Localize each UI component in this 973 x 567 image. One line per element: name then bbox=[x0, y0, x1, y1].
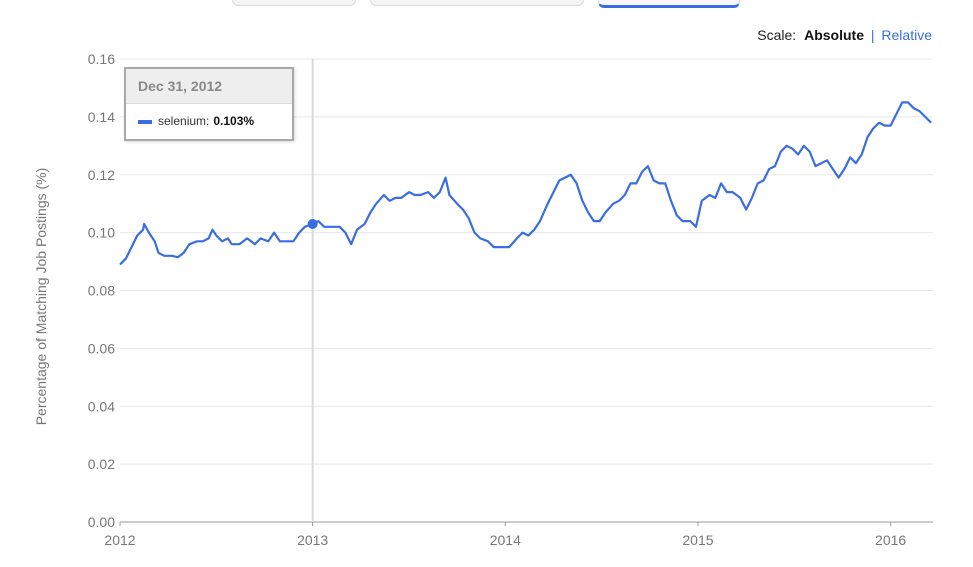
y-tick-label: 0.06 bbox=[88, 340, 115, 356]
x-tick-label: 2015 bbox=[682, 532, 713, 548]
tooltip-value: 0.103% bbox=[213, 114, 255, 128]
scale-label: Scale: bbox=[757, 27, 797, 43]
scale-separator: | bbox=[870, 27, 875, 43]
highlight-point bbox=[307, 218, 318, 229]
y-tick-label: 0.12 bbox=[88, 167, 115, 183]
y-tick-label: 0.14 bbox=[88, 109, 115, 125]
scale-relative-link[interactable]: Relative bbox=[881, 27, 932, 43]
y-tick-label: 0.02 bbox=[88, 456, 115, 472]
scale-absolute-option[interactable]: Absolute bbox=[804, 27, 864, 43]
series-line-selenium bbox=[119, 101, 932, 266]
series-swatch-icon bbox=[138, 119, 152, 124]
x-tick-label: 2016 bbox=[875, 532, 906, 548]
scale-selector: Scale: Absolute | Relative bbox=[757, 27, 932, 43]
x-tick-label: 2014 bbox=[490, 532, 521, 548]
y-tick-label: 0.16 bbox=[88, 51, 115, 67]
tooltip-colon: : bbox=[206, 114, 210, 128]
x-tick-label: 2012 bbox=[104, 532, 135, 548]
tooltip-series-name: selenium bbox=[158, 114, 207, 128]
tooltip-row: selenium: 0.103% bbox=[126, 104, 292, 138]
y-tick-label: 0.04 bbox=[88, 398, 115, 414]
y-axis-label: Percentage of Matching Job Postings (%) bbox=[33, 168, 49, 426]
chart-tooltip: Dec 31, 2012 selenium: 0.103% bbox=[124, 67, 294, 141]
tooltip-date: Dec 31, 2012 bbox=[126, 69, 292, 104]
y-tick-label: 0.10 bbox=[88, 225, 115, 241]
x-tick-label: 2013 bbox=[297, 532, 328, 548]
y-tick-label: 0.00 bbox=[88, 514, 115, 530]
y-tick-label: 0.08 bbox=[88, 283, 115, 299]
top-tab-3[interactable] bbox=[598, 0, 740, 8]
